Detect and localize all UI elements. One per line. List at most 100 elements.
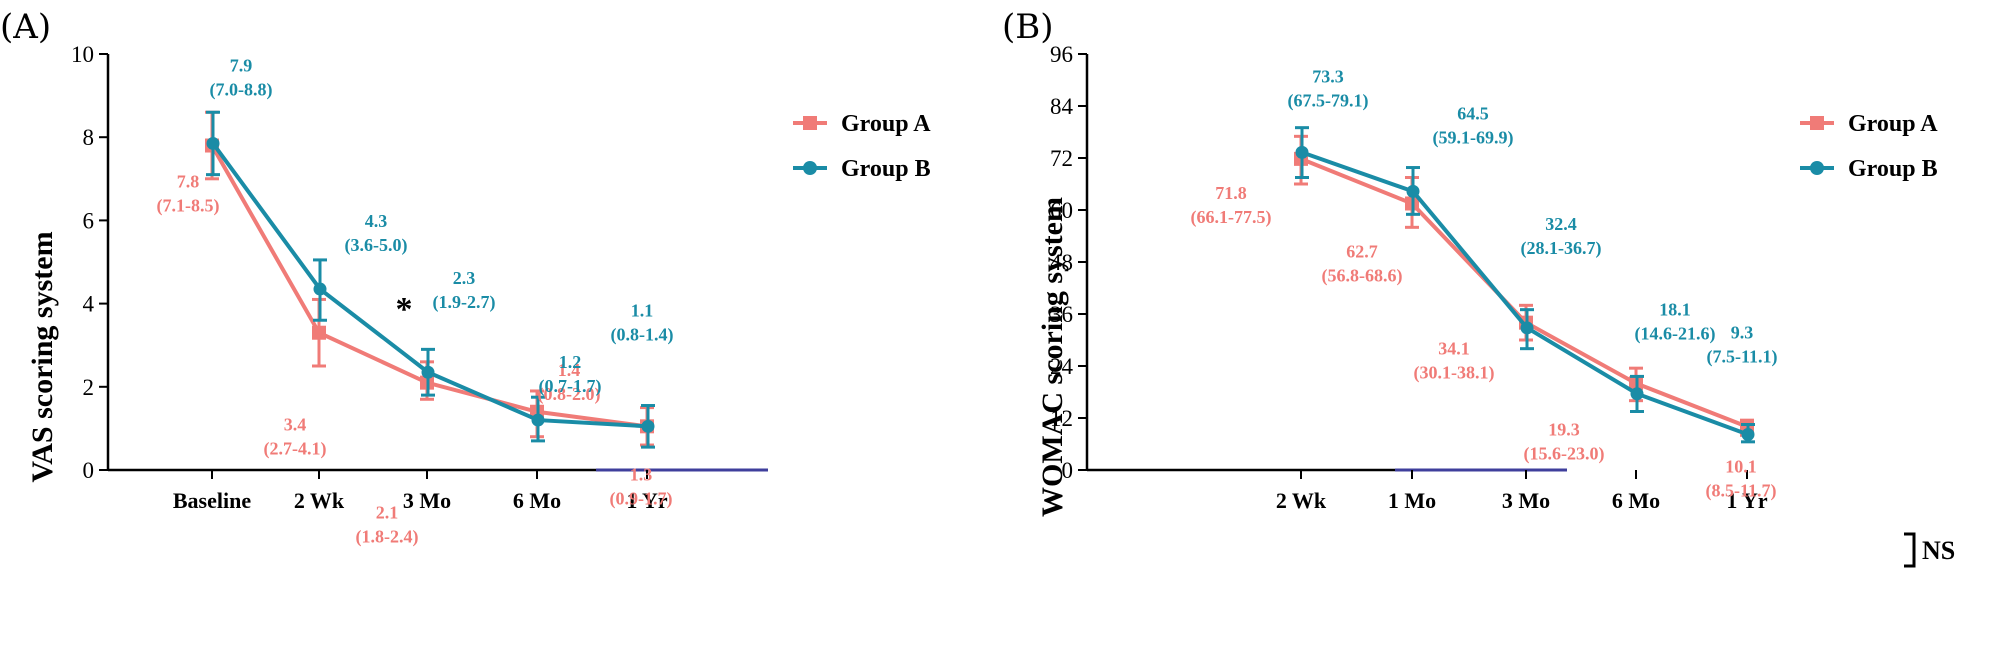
x-tick-label: 3 Mo — [1502, 488, 1550, 513]
panel-a-legend-entry-group-b: Group B — [793, 156, 931, 182]
data-label-value: 7.8 — [177, 172, 200, 192]
panel-a-significance-mark: * — [396, 291, 413, 328]
panel-b-legend: Group A Group B — [1800, 111, 1938, 182]
panel-a-legend: Group A Group B — [793, 111, 931, 182]
panel-a-y-axis-label: VAS scoring system — [26, 231, 59, 482]
data-label-value: 10.1 — [1725, 457, 1757, 477]
y-tick-label: 12 — [1050, 406, 1073, 431]
y-tick-label: 72 — [1050, 146, 1073, 171]
data-label-range: (1.9-2.7) — [433, 292, 496, 313]
panel-b-chart: (B) WOMAC scoring system 0 12 24 36 48 60 72 84… — [1002, 7, 1955, 568]
data-label-value: 3.4 — [284, 415, 307, 435]
series-line — [1301, 150, 1749, 437]
data-label-value: 4.3 — [365, 211, 388, 231]
data-label-range: (0.8-2.0) — [538, 384, 601, 405]
data-label-range: (14.6-21.6) — [1635, 324, 1716, 345]
panel-b-x-ticks: 2 Wk 1 Mo 3 Mo 6 Mo 1 Yr — [1276, 470, 1768, 513]
data-label-value: 19.3 — [1548, 419, 1580, 439]
data-label-range: (66.1-77.5) — [1191, 207, 1272, 228]
panel-b-y-ticks: 0 12 24 36 48 60 72 84 96 — [1050, 42, 1087, 483]
y-tick-label: 84 — [1050, 94, 1074, 119]
data-point-marker — [1741, 427, 1755, 441]
data-point-marker — [1406, 184, 1420, 198]
data-label-range: (0.7-1.7) — [539, 376, 602, 397]
data-label-value: 73.3 — [1312, 66, 1344, 86]
data-label-range: (67.5-79.1) — [1288, 90, 1369, 111]
data-label-range: (7.1-8.5) — [157, 196, 220, 217]
data-point-marker — [313, 282, 327, 296]
series-group-a — [1294, 134, 1754, 437]
data-point-marker — [206, 136, 220, 150]
data-point-marker — [1295, 145, 1309, 159]
data-point-marker — [1630, 387, 1644, 401]
y-tick-label: 60 — [1050, 198, 1073, 223]
panel-b-significance: NS — [1904, 532, 1955, 568]
panel-a-series — [205, 110, 655, 449]
panel-b-data-labels: 71.8 (66.1-77.5) 62.7 (56.8-68.6) 34.1 (30.1-… — [1191, 66, 1778, 501]
data-label-range: (28.1-36.7) — [1521, 238, 1602, 259]
data-point-marker — [641, 419, 655, 433]
data-label-value: 1.4 — [558, 360, 581, 380]
legend-a-group-a-marker — [803, 116, 817, 130]
y-tick-label: 36 — [1050, 302, 1073, 327]
data-label-range: (0.9-1.7) — [610, 488, 673, 509]
y-tick-label: 4 — [83, 292, 95, 317]
panel-a-y-ticks: 0 2 4 6 8 10 — [71, 42, 108, 483]
data-label-value: 9.3 — [1731, 322, 1754, 342]
data-label-value: 18.1 — [1659, 300, 1691, 320]
panel-b-legend-entry-group-b: Group B — [1800, 156, 1938, 182]
series-group-b — [206, 110, 655, 449]
legend-b-group-a-marker — [1810, 116, 1824, 130]
panel-a-chart: (A) VAS scoring system 0 2 4 6 8 10 Baseline 2… — [0, 7, 931, 548]
data-label-range: (56.8-68.6) — [1322, 266, 1403, 287]
panel-b-significance-mark: NS — [1922, 536, 1955, 565]
data-label-range: (8.5-11.7) — [1706, 481, 1777, 502]
y-tick-label: 0 — [1062, 458, 1074, 483]
data-label-value: 71.8 — [1215, 183, 1247, 203]
legend-a-group-a-label: Group A — [841, 111, 931, 137]
series-line — [1300, 157, 1748, 429]
x-tick-label: 2 Wk — [1276, 488, 1327, 513]
data-point-marker — [421, 365, 435, 379]
y-tick-label: 0 — [83, 458, 95, 483]
x-tick-label: 1 Yr — [626, 488, 668, 513]
y-tick-label: 10 — [71, 42, 94, 67]
data-label-range: (3.6-5.0) — [345, 235, 408, 256]
data-point-marker — [531, 413, 545, 427]
panel-a-axes — [106, 54, 768, 472]
legend-b-group-b-label: Group B — [1848, 156, 1938, 182]
y-tick-label: 96 — [1050, 42, 1073, 67]
data-label-range: (59.1-69.9) — [1433, 127, 1514, 148]
data-label-value: 1.1 — [631, 300, 654, 320]
panel-b-y-axis-label: WOMAC scoring system — [1036, 197, 1069, 517]
data-point-marker — [1520, 321, 1534, 335]
data-label-range: (0.8-1.4) — [611, 324, 674, 345]
legend-a-group-b-marker — [803, 161, 817, 175]
data-label-value: 62.7 — [1346, 242, 1378, 262]
data-label-value: 34.1 — [1438, 339, 1470, 359]
x-tick-label: 3 Mo — [403, 488, 451, 513]
x-tick-label: 1 Yr — [1726, 488, 1768, 513]
panel-b-legend-entry-group-a: Group A — [1800, 111, 1938, 137]
x-tick-label: 6 Mo — [513, 488, 561, 513]
data-label-value: 2.1 — [376, 503, 399, 523]
data-point-marker — [312, 325, 326, 340]
data-label-value: 1.3 — [630, 464, 653, 484]
panel-a-data-labels: 7.8(7.1-8.5)3.4(2.7-4.1)2.1(1.8-2.4)1.4(… — [157, 55, 674, 547]
data-label-range: (1.8-2.4) — [356, 527, 419, 548]
y-tick-label: 6 — [83, 208, 95, 233]
x-tick-label: 6 Mo — [1612, 488, 1660, 513]
series-group-b — [1295, 126, 1755, 444]
data-label-value: 7.9 — [230, 55, 253, 75]
legend-a-group-b-label: Group B — [841, 156, 931, 182]
data-label-value: 1.2 — [559, 352, 582, 372]
x-tick-label: Baseline — [173, 488, 251, 513]
panel-b-series — [1294, 126, 1755, 444]
panel-a-legend-entry-group-a: Group A — [793, 111, 931, 137]
x-tick-label: 1 Mo — [1388, 488, 1436, 513]
data-label-range: (30.1-38.1) — [1414, 363, 1495, 384]
y-tick-label: 8 — [83, 125, 95, 150]
panel-b-label: (B) — [1002, 7, 1054, 47]
data-label-value: 64.5 — [1457, 103, 1489, 123]
data-label-range: (15.6-23.0) — [1524, 443, 1605, 464]
